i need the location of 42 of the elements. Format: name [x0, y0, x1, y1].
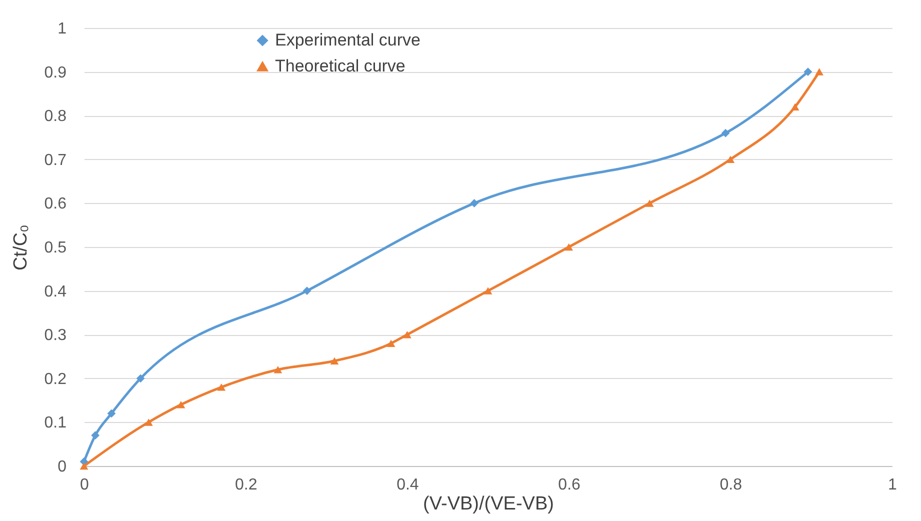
point [564, 243, 573, 251]
point [302, 286, 312, 295]
x-tick-label: 0.4 [396, 476, 419, 494]
legend-label: Experimental curve [275, 30, 421, 50]
point [726, 156, 735, 164]
x-tick-label: 0 [80, 476, 90, 494]
y-tick-label: 0.5 [44, 240, 67, 256]
point [91, 431, 100, 440]
y-tick-label: 0.6 [44, 196, 67, 213]
point [484, 287, 492, 294]
point [136, 374, 145, 383]
point [645, 200, 654, 207]
point [403, 330, 412, 338]
point [470, 199, 478, 208]
point [176, 401, 186, 408]
point [330, 357, 339, 365]
legend-label: Theoretical curve [275, 56, 406, 76]
x-tick-label: 0.8 [720, 476, 742, 494]
x-tick-label: 1 [888, 476, 898, 494]
y-tick-label: 0.9 [44, 64, 67, 82]
point [790, 103, 800, 110]
y-tick-label: 0.4 [44, 283, 67, 300]
x-tick-label: 0.2 [234, 476, 258, 494]
x-axis-title: (V-VB)/(VE-VB) [423, 494, 554, 514]
point [274, 366, 282, 374]
y-tick-label: 1 [58, 20, 67, 38]
y-tick-label: 0.1 [44, 414, 67, 432]
point [144, 418, 153, 426]
y-tick-label: 0.2 [44, 370, 67, 388]
point [815, 68, 824, 76]
y-tick-label: 0 [58, 458, 67, 476]
y-axis-title: Ct/C₀ [10, 224, 32, 270]
y-tick-label: 0.7 [44, 152, 67, 169]
y-tick-label: 0.3 [44, 327, 67, 344]
y-tick-label: 0.8 [44, 108, 67, 126]
point [386, 340, 396, 347]
point [804, 68, 812, 76]
point [107, 409, 116, 418]
point [721, 128, 730, 138]
x-tick-label: 0.6 [558, 476, 581, 494]
point [217, 384, 226, 391]
point [80, 462, 88, 470]
